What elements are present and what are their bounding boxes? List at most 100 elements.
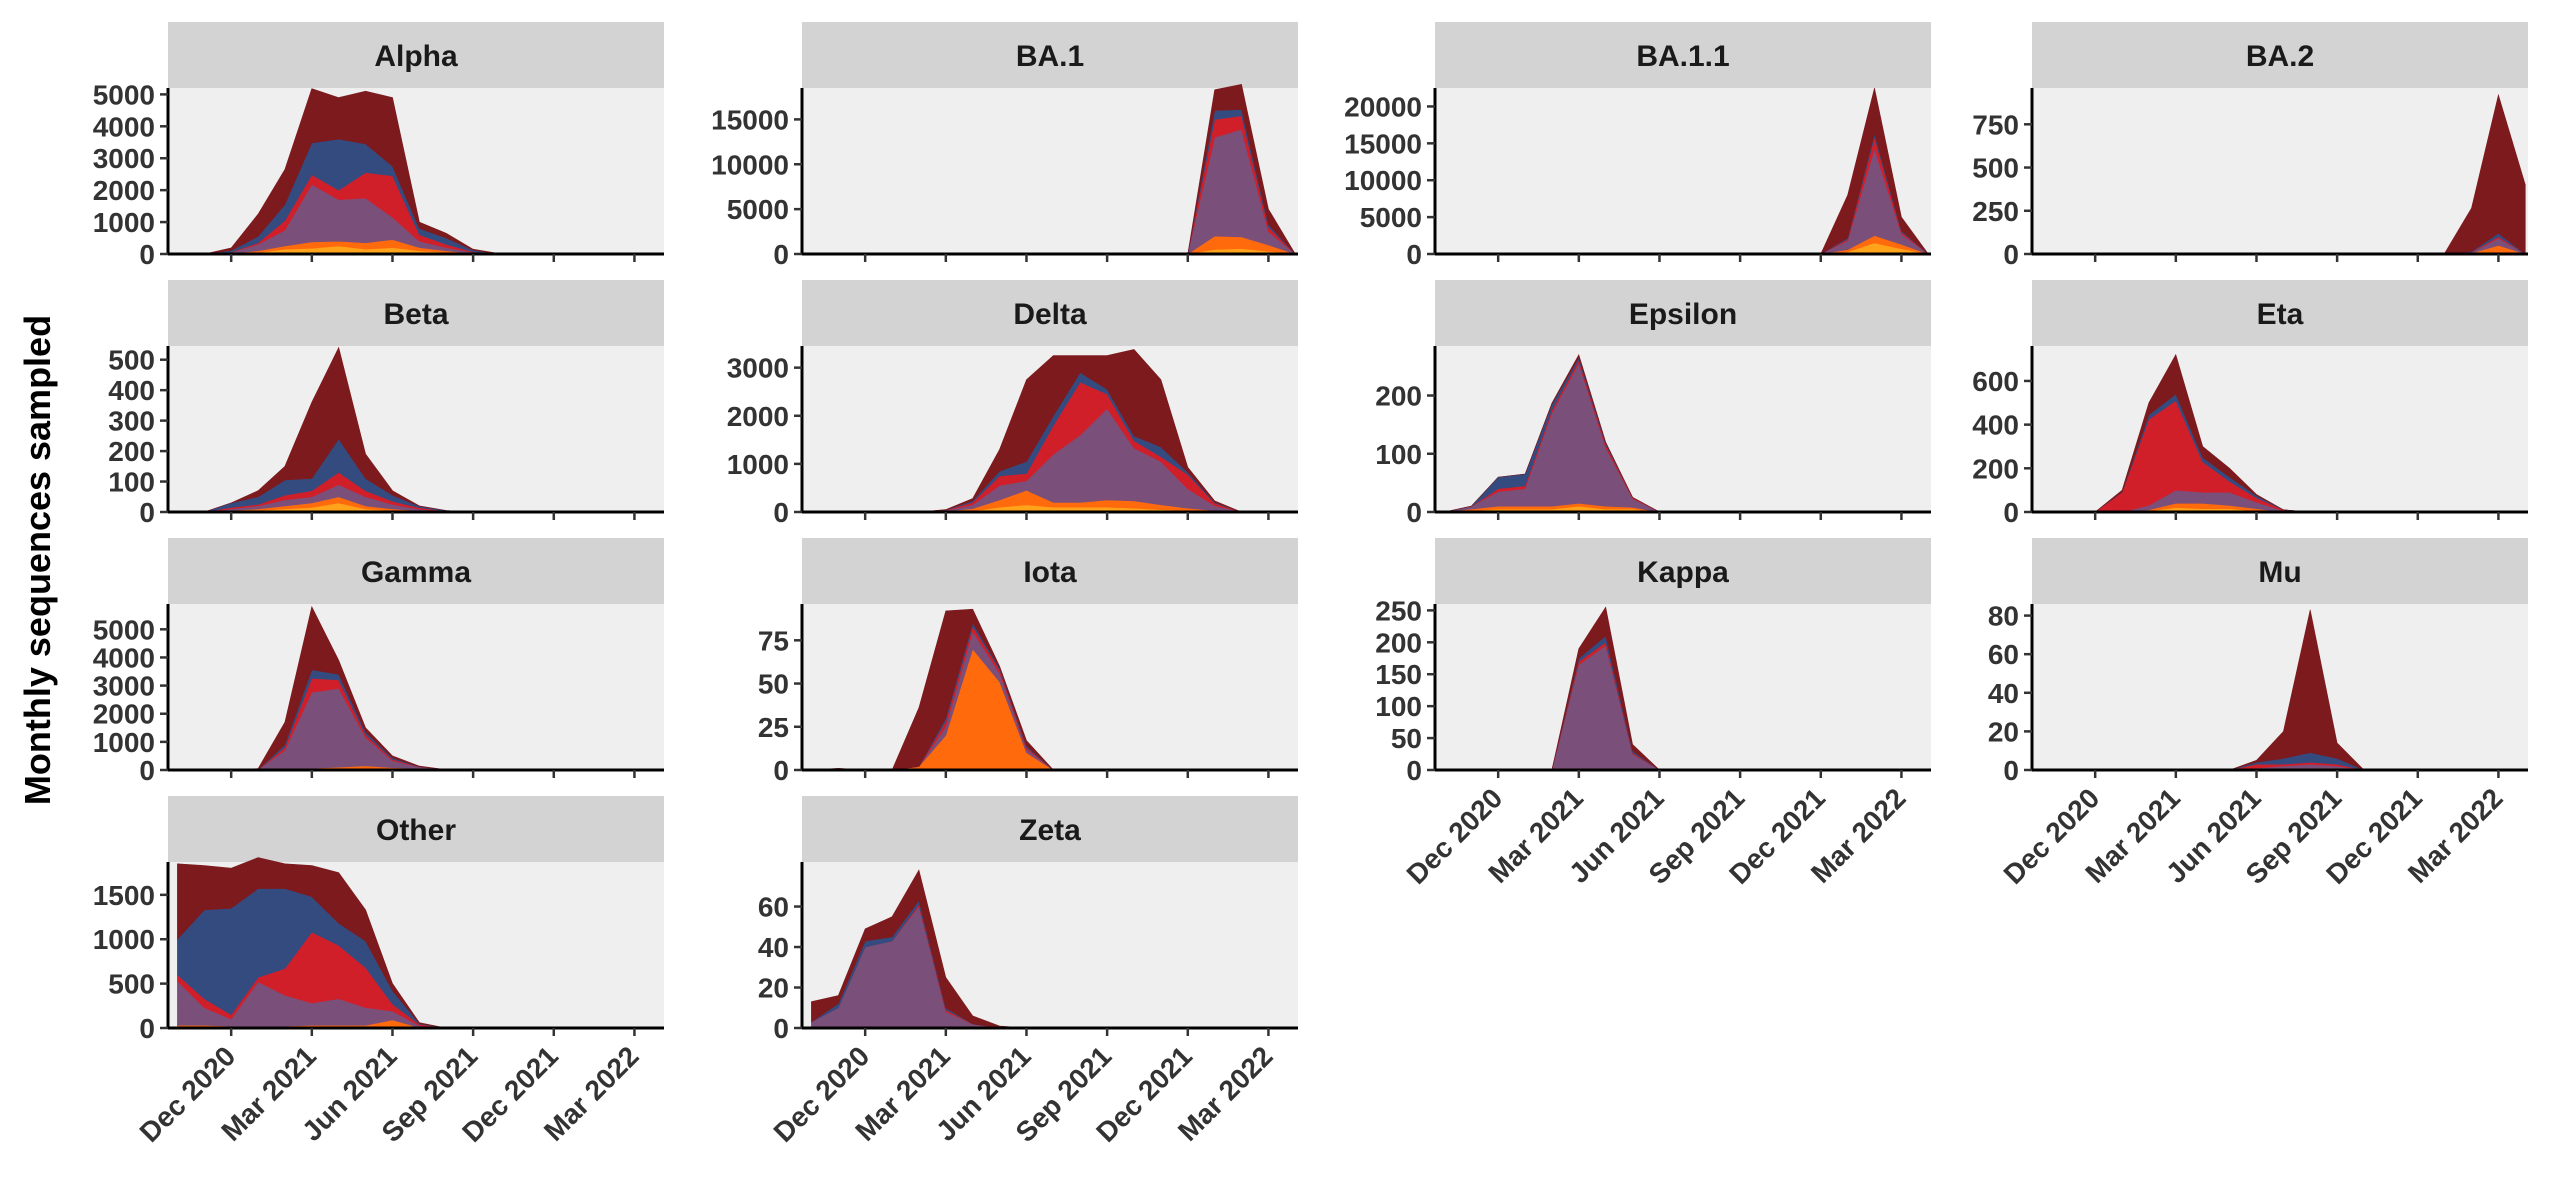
y-tick-label: 400 xyxy=(1972,410,2019,441)
y-tick-label: 4000 xyxy=(93,642,155,673)
facet-strip xyxy=(802,538,1298,604)
y-tick-label: 50 xyxy=(1391,723,1422,754)
y-tick-label: 20 xyxy=(1988,716,2019,747)
y-tick-label: 5000 xyxy=(727,194,789,225)
y-tick-label: 1500 xyxy=(93,880,155,911)
panel-ba-2: BA.2 0 250 500 750 xyxy=(1972,22,2528,270)
y-tick-label: 5000 xyxy=(93,614,155,645)
facet-title: Epsilon xyxy=(1629,298,1737,331)
y-tick-label: 200 xyxy=(1972,453,2019,484)
y-tick-label: 0 xyxy=(139,755,155,786)
facet-strip xyxy=(2032,280,2528,346)
y-tick-label: 2000 xyxy=(93,175,155,206)
facet-strip xyxy=(802,796,1298,862)
facet-title: BA.1 xyxy=(1016,40,1084,73)
panel-iota: Iota 0 25 50 75 xyxy=(758,538,1298,786)
facet-strip xyxy=(168,796,664,862)
facet-title: Kappa xyxy=(1637,556,1729,589)
panel-ba-1-1: BA.1.1 0 5000 10000 15000 20000 xyxy=(1344,22,1931,270)
panel-ba-1: BA.1 0 5000 10000 15000 xyxy=(711,22,1298,270)
y-tick-label: 600 xyxy=(1972,366,2019,397)
facet-title: BA.1.1 xyxy=(1636,40,1729,73)
facet-strip xyxy=(1435,538,1931,604)
y-tick-label: 3000 xyxy=(93,143,155,174)
y-tick-label: 500 xyxy=(1972,153,2019,184)
y-tick-label: 0 xyxy=(773,755,789,786)
y-tick-label: 0 xyxy=(2003,239,2019,270)
y-tick-label: 0 xyxy=(773,1013,789,1044)
y-tick-label: 0 xyxy=(139,239,155,270)
y-tick-label: 0 xyxy=(1406,239,1422,270)
y-tick-label: 60 xyxy=(1988,639,2019,670)
y-tick-label: 80 xyxy=(1988,601,2019,632)
y-tick-label: 200 xyxy=(108,436,155,467)
y-tick-label: 250 xyxy=(1972,196,2019,227)
y-tick-label: 20000 xyxy=(1344,91,1422,122)
y-tick-label: 400 xyxy=(108,375,155,406)
facet-strip xyxy=(2032,538,2528,604)
y-tick-label: 250 xyxy=(1375,595,1422,626)
y-tick-label: 150 xyxy=(1375,659,1422,690)
facet-title: Iota xyxy=(1023,556,1077,589)
facet-title: BA.2 xyxy=(2246,40,2314,73)
panels: Alpha010002000300040005000BA.10500010000… xyxy=(93,22,2528,1148)
y-tick-label: 0 xyxy=(2003,755,2019,786)
panel-background xyxy=(2032,88,2528,254)
y-tick-label: 20 xyxy=(758,973,789,1004)
panel-epsilon: Epsilon 0 100 200 xyxy=(1375,280,1931,528)
facet-strip xyxy=(1435,22,1931,88)
y-tick-label: 500 xyxy=(108,345,155,376)
y-tick-label: 500 xyxy=(108,969,155,1000)
y-tick-label: 10000 xyxy=(711,149,789,180)
area-layer-6 xyxy=(2041,353,2526,513)
y-tick-label: 15000 xyxy=(711,104,789,135)
panel-background xyxy=(1435,604,1931,770)
facet-strip xyxy=(2032,22,2528,88)
y-tick-label: 100 xyxy=(1375,691,1422,722)
panel-background xyxy=(2032,346,2528,512)
y-tick-label: 0 xyxy=(1406,755,1422,786)
y-tick-label: 40 xyxy=(1988,678,2019,709)
panel-eta: Eta 0 200 400 600 xyxy=(1972,280,2528,528)
y-tick-label: 5000 xyxy=(1360,202,1422,233)
area-layer-6 xyxy=(177,346,662,513)
y-tick-label: 1000 xyxy=(93,924,155,955)
y-tick-label: 750 xyxy=(1972,109,2019,140)
y-tick-label: 200 xyxy=(1375,627,1422,658)
y-tick-label: 2000 xyxy=(727,401,789,432)
panel-background xyxy=(168,346,664,512)
y-tick-label: 0 xyxy=(773,497,789,528)
facet-title: Gamma xyxy=(361,556,471,589)
area-layer-6 xyxy=(811,349,1296,513)
y-tick-label: 5000 xyxy=(93,79,155,110)
facet-title: Alpha xyxy=(374,40,458,73)
area-layer-6 xyxy=(1444,353,1929,513)
facet-strip xyxy=(168,280,664,346)
y-tick-label: 0 xyxy=(139,497,155,528)
y-tick-label: 0 xyxy=(2003,497,2019,528)
y-tick-label: 3000 xyxy=(93,671,155,702)
y-tick-label: 300 xyxy=(108,406,155,437)
facet-title: Mu xyxy=(2258,556,2301,589)
y-tick-label: 50 xyxy=(758,669,789,700)
y-tick-label: 25 xyxy=(758,712,789,743)
y-tick-label: 0 xyxy=(1406,497,1422,528)
y-tick-label: 2000 xyxy=(93,699,155,730)
y-tick-label: 10000 xyxy=(1344,165,1422,196)
facet-strip xyxy=(168,22,664,88)
y-tick-label: 100 xyxy=(108,467,155,498)
y-tick-label: 40 xyxy=(758,932,789,963)
y-tick-label: 0 xyxy=(139,1013,155,1044)
area-layer-6 xyxy=(1444,606,1929,771)
facet-strip xyxy=(168,538,664,604)
facet-strip xyxy=(802,22,1298,88)
area-layer-6 xyxy=(811,608,1296,771)
y-tick-label: 1000 xyxy=(93,207,155,238)
y-tick-label: 1000 xyxy=(93,727,155,758)
facet-title: Zeta xyxy=(1019,814,1081,847)
